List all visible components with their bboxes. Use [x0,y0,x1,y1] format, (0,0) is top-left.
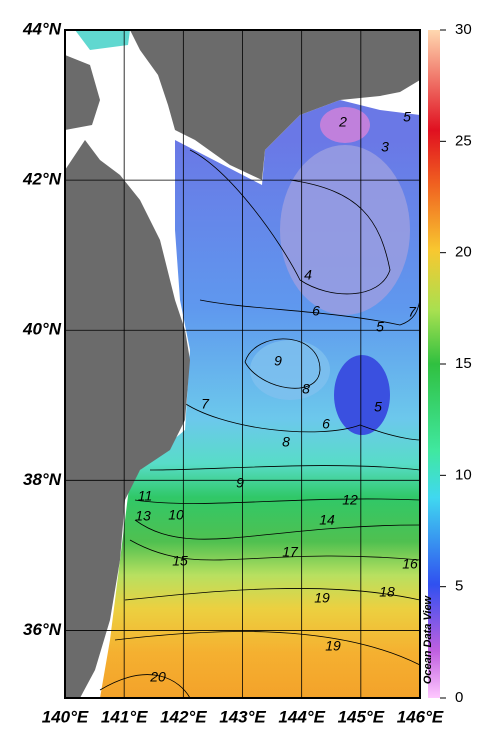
contour-label: 17 [282,544,299,560]
lon-tick-label: 140°E [42,707,89,726]
lon-tick-label: 146°E [397,707,444,726]
contour-label: 8 [282,434,290,450]
contour-label: 2 [338,114,347,130]
contour-label: 8 [302,381,310,397]
field [65,30,420,698]
watermark: Ocean Data View [422,594,434,684]
lat-tick-label: 44°N [22,19,62,38]
contour-label: 6 [312,303,320,319]
colorbar-tick-label: 5 [455,578,463,595]
contour-label: 13 [135,508,151,524]
contour-label: 19 [325,638,341,654]
colorbar-tick-label: 15 [455,355,472,372]
lon-tick-label: 145°E [338,707,385,726]
contour-label: 4 [304,267,312,283]
lon-tick-label: 142°E [160,707,207,726]
lon-tick-label: 141°E [101,707,148,726]
colorbar-tick-label: 0 [455,689,463,706]
colorbar-tick-label: 10 [455,466,472,483]
contour-label: 19 [314,590,330,606]
contour-label: 11 [138,488,153,504]
colorbar-tick-label: 30 [455,21,472,38]
lat-tick-label: 40°N [22,320,62,339]
contour-label: 9 [274,353,282,369]
contour-label: 9 [236,475,244,491]
contour-label: 14 [319,512,335,528]
contour-label: 5 [403,109,411,125]
contour-label: 7 [201,396,210,412]
lat-tick-label: 38°N [23,470,62,489]
lon-tick-label: 143°E [219,707,266,726]
contour-label: 16 [402,556,418,572]
colorbar-tick-label: 25 [455,132,472,149]
contour-labels: 2 3 5 4 6 5 7 9 8 5 6 7 8 9 12 10 11 13 … [135,109,418,685]
lat-tick-label: 36°N [23,620,62,639]
contour-label: 6 [322,416,330,432]
contour-label: 12 [342,492,358,508]
contour-label: 18 [379,584,395,600]
contour-label: 5 [376,319,384,335]
contour-label: 3 [381,139,389,155]
contour-label: 15 [172,553,188,569]
contour-label: 10 [168,507,184,523]
colorbar-tick-label: 20 [455,244,472,261]
contour-label: 20 [149,669,166,685]
contour-label: 5 [374,399,382,415]
lon-tick-label: 144°E [278,707,325,726]
colorbar [428,30,440,698]
contour-label: 7 [408,304,417,320]
lat-tick-label: 42°N [22,170,62,189]
